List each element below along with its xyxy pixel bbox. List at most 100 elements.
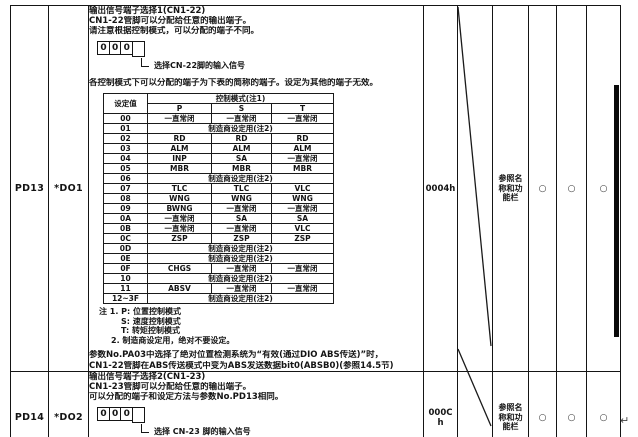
mode-mark-p: ○ — [528, 371, 557, 437]
setting-cell-span: 制造商设定用(注2) — [147, 123, 334, 134]
desc-line: CN1-22管脚可以分配给任意的输出端子。 — [89, 16, 252, 26]
initial-value: 000Ch — [423, 371, 458, 437]
setting-row: 11 ABSV 一直常闭 一直常闭 — [103, 283, 334, 294]
mode-col-s: S — [211, 103, 272, 114]
setting-cell: ZSP — [271, 233, 334, 244]
param-description-cell: 输出信号端子选择2(CN1-23) CN1-23管脚可以分配给任意的输出端子。 … — [88, 371, 424, 437]
note-line: 注 1. P: 位置控制模式 — [99, 307, 182, 316]
param-description-cell: 输出信号端子选择1(CN1-22) CN1-22管脚可以分配给任意的输出端子。 … — [88, 5, 424, 372]
setting-cell: ABSV — [147, 283, 212, 294]
reference-cell: 参照名称和功能栏 — [492, 371, 529, 437]
param-row-pd13: PD13 *DO1 输出信号端子选择1(CN1-22) CN1-22管脚可以分配… — [10, 5, 621, 372]
note-line: S: 速度控制模式 — [121, 316, 181, 326]
setting-cell: 一直常闭 — [271, 153, 334, 164]
abs-line: 参数No.PA03中选择了绝对位置检测系统为“有效(通过DIO ABS传送)”时… — [89, 350, 384, 360]
setting-cell: WNG — [271, 193, 334, 204]
setting-row: 07 TLC TLC VLC — [103, 183, 334, 194]
setting-code: 09 — [103, 203, 148, 214]
unit-cell-diagonal — [457, 371, 493, 437]
param-number: PD14 — [10, 371, 49, 437]
parameter-table: PD13 *DO1 输出信号端子选择1(CN1-22) CN1-22管脚可以分配… — [10, 5, 621, 437]
setting-cell: BWNG — [147, 203, 212, 214]
digit-cell-selected — [131, 41, 145, 57]
setting-row: 12~3F 制造商设定用(注2) — [103, 293, 334, 304]
setting-cell: ZSP — [211, 233, 272, 244]
initial-value-text: 0004h — [425, 183, 456, 194]
mode-col-p: P — [147, 103, 212, 114]
note-line: T: 转矩控制模式 — [121, 326, 181, 335]
setting-code: 0E — [103, 253, 148, 264]
setting-cell: 一直常闭 — [147, 113, 212, 124]
notes-block: 注 1. P: 位置控制模式 S: 速度控制模式 T: 转矩控制模式 2. 制造… — [99, 307, 423, 345]
setting-cell: 一直常闭 — [147, 213, 212, 224]
setting-row: 0D 制造商设定用(注2) — [103, 243, 334, 254]
reference-text: 参照名称和功能栏 — [498, 403, 523, 432]
param-number: PD13 — [10, 5, 49, 372]
settings-header-value: 设定值 — [103, 93, 148, 114]
setting-cell: WNG — [211, 193, 272, 204]
param-symbol: *DO1 — [48, 5, 89, 372]
setting-code: 0B — [103, 223, 148, 234]
param-symbol: *DO2 — [48, 371, 89, 437]
setting-cell: 一直常闭 — [147, 223, 212, 234]
setting-code: 10 — [103, 273, 148, 284]
setting-row: 09 BWNG 一直常闭 一直常闭 — [103, 203, 334, 214]
setting-row: 0C ZSP ZSP ZSP — [103, 233, 334, 244]
setting-cell: SA — [211, 153, 272, 164]
setting-cell: VLC — [271, 183, 334, 194]
setting-cell: ZSP — [147, 233, 212, 244]
setting-code: 08 — [103, 193, 148, 204]
digit-box: 0 0 0 — [97, 407, 423, 423]
setting-cell: WNG — [147, 193, 212, 204]
mode-mark-t: ○ — [586, 371, 621, 437]
reference-cell: 参照名称和功能栏 — [492, 5, 529, 372]
initial-value: 0004h — [423, 5, 458, 372]
setting-cell: 一直常闭 — [211, 113, 272, 124]
setting-cell: RD — [271, 133, 334, 144]
setting-cell: 一直常闭 — [211, 283, 272, 294]
setting-code: 06 — [103, 173, 148, 184]
note-line: 2. 制造商设定用，绝对不要设定。 — [111, 335, 235, 345]
setting-cell: RD — [147, 133, 212, 144]
initial-value-text: 000Ch — [428, 407, 453, 428]
setting-row: 06 制造商设定用(注2) — [103, 173, 334, 184]
setting-code: 0C — [103, 233, 148, 244]
pointer-line-icon — [141, 58, 149, 67]
mode-mark-s: ○ — [556, 371, 587, 437]
setting-code: 07 — [103, 183, 148, 194]
setting-row: 0A 一直常闭 SA SA — [103, 213, 334, 224]
setting-cell: MBR — [147, 163, 212, 174]
mode-mark-s: ○ — [556, 5, 587, 372]
desc-line: 请注意根据控制模式，可以分配的端子不同。 — [89, 26, 260, 36]
setting-code: 05 — [103, 163, 148, 174]
paragraph-return-mark: ↵ — [620, 414, 630, 427]
setting-code: 00 — [103, 113, 148, 124]
setting-cell: INP — [147, 153, 212, 164]
mode-mark-p: ○ — [528, 5, 557, 372]
settings-header-mode: 控制模式(注1) — [147, 93, 334, 104]
setting-cell: 一直常闭 — [271, 113, 334, 124]
setting-code: 03 — [103, 143, 148, 154]
setting-cell: TLC — [211, 183, 272, 194]
setting-row: 00 一直常闭 一直常闭 一直常闭 — [103, 113, 334, 124]
setting-code: 0D — [103, 243, 148, 254]
digit-cell-selected — [131, 407, 145, 423]
digit-pointer-row: 选择 CN-23 脚的输入信号 — [90, 424, 423, 437]
setting-row: 0E 制造商设定用(注2) — [103, 253, 334, 264]
setting-row: 05 MBR MBR MBR — [103, 163, 334, 174]
setting-cell: 一直常闭 — [211, 263, 272, 274]
setting-cell: 一直常闭 — [271, 203, 334, 214]
setting-cell: SA — [211, 213, 272, 224]
setting-cell: ALM — [147, 143, 212, 154]
setting-cell: SA — [271, 213, 334, 224]
desc-title: 输出信号端子选择1(CN1-22) — [89, 6, 206, 17]
setting-cell: VLC — [271, 223, 334, 234]
setting-cell-span: 制造商设定用(注2) — [147, 273, 334, 284]
desc-line: CN1-23管脚可以分配给任意的输出端子。 — [89, 382, 252, 392]
setting-cell: RD — [211, 133, 272, 144]
setting-row: 10 制造商设定用(注2) — [103, 273, 334, 284]
scan-artifact-bar — [614, 85, 619, 337]
abs-paragraph: 参数No.PA03中选择了绝对位置检测系统为“有效(通过DIO ABS传送)”时… — [89, 350, 423, 371]
setting-row: 04 INP SA 一直常闭 — [103, 153, 334, 164]
mode-col-t: T — [271, 103, 334, 114]
